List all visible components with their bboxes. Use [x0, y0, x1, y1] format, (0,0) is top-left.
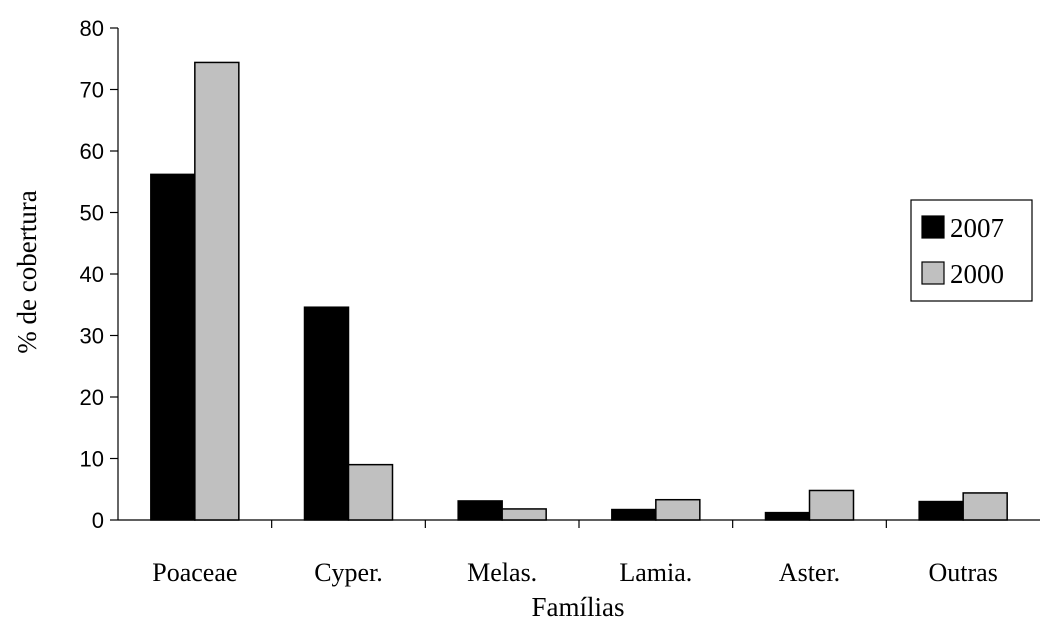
- bar-2007-5: [919, 502, 963, 520]
- x-tick-label: Lamia.: [619, 558, 692, 587]
- bar-2000-2: [502, 509, 546, 520]
- bar-2000-3: [656, 500, 700, 520]
- bar-2000-4: [810, 490, 854, 520]
- bar-2000-0: [195, 62, 239, 520]
- y-tick-label: 10: [80, 447, 104, 472]
- y-tick-label: 50: [80, 201, 104, 226]
- x-tick-label: Melas.: [467, 558, 537, 587]
- x-tick-label: Cyper.: [314, 558, 383, 587]
- x-tick-label: Poaceae: [152, 558, 237, 587]
- y-tick-label: 80: [80, 16, 104, 41]
- y-tick-label: 30: [80, 324, 104, 349]
- bar-2007-3: [612, 510, 656, 520]
- y-axis-title: % de cobertura: [12, 190, 42, 353]
- legend-label-2007: 2007: [950, 213, 1004, 243]
- x-axis-title: Famílias: [532, 592, 625, 622]
- bar-2000-5: [963, 493, 1007, 520]
- bars: [151, 62, 1007, 520]
- legend-label-2000: 2000: [950, 259, 1004, 289]
- y-tick-label: 20: [80, 385, 104, 410]
- bar-2000-1: [349, 465, 393, 520]
- legend-swatch-2000: [922, 262, 944, 284]
- y-axis: 0 10 20 30 40 50 60 70 80: [80, 16, 118, 533]
- y-tick-label: 60: [80, 139, 104, 164]
- x-axis: Poaceae Cyper. Melas. Lamia. Aster. Outras: [118, 520, 1040, 587]
- bar-2007-0: [151, 174, 195, 520]
- legend: 2007 2000: [911, 200, 1032, 301]
- y-tick-label: 70: [80, 78, 104, 103]
- x-tick-label: Aster.: [779, 558, 840, 587]
- legend-swatch-2007: [922, 216, 944, 238]
- bar-2007-2: [458, 501, 502, 520]
- bar-2007-1: [305, 307, 349, 520]
- x-tick-label: Outras: [929, 558, 998, 587]
- bar-2007-4: [766, 513, 810, 520]
- y-tick-label: 0: [92, 508, 104, 533]
- y-tick-label: 40: [80, 262, 104, 287]
